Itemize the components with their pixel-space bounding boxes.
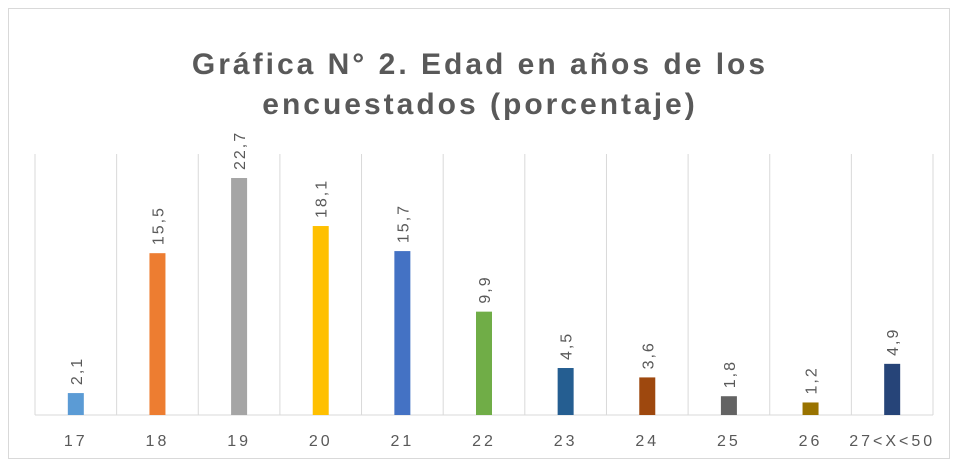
value-label: 9,9 xyxy=(477,275,494,303)
value-label: 1,2 xyxy=(804,366,821,394)
bar xyxy=(720,396,737,415)
bar xyxy=(394,251,411,415)
x-tick-label: 18 xyxy=(146,433,170,450)
value-label: 4,5 xyxy=(559,332,576,360)
x-tick-label: 22 xyxy=(472,433,496,450)
bar xyxy=(476,311,492,415)
value-label: 22,7 xyxy=(232,131,249,170)
value-label: 3,6 xyxy=(640,341,657,369)
bar xyxy=(312,226,329,415)
bar xyxy=(884,363,901,415)
value-label: 18,1 xyxy=(314,179,331,218)
x-tick-label: 24 xyxy=(635,433,659,450)
x-tick-label: 21 xyxy=(390,433,414,450)
bar xyxy=(149,253,166,415)
bar xyxy=(231,178,248,415)
value-label: 4,9 xyxy=(885,328,902,356)
x-tick-label: 26 xyxy=(799,433,823,450)
x-tick-label: 19 xyxy=(227,433,251,450)
value-label: 1,8 xyxy=(722,360,739,388)
value-label: 2,1 xyxy=(69,357,86,385)
value-label: 15,5 xyxy=(150,206,167,245)
x-tick-label: 23 xyxy=(554,433,578,450)
bar xyxy=(639,377,656,415)
chart-title: Gráfica N° 2. Edad en años de los xyxy=(192,48,768,81)
x-tick-label: 25 xyxy=(717,433,741,450)
value-label: 15,7 xyxy=(395,204,412,243)
bar xyxy=(67,393,84,415)
bar xyxy=(802,402,819,415)
x-tick-label: 27<X<50 xyxy=(849,433,935,450)
x-tick-label: 17 xyxy=(64,433,88,450)
x-tick-label: 20 xyxy=(309,433,333,450)
chart-title: encuestados (porcentaje) xyxy=(262,88,697,121)
bar xyxy=(557,368,574,415)
